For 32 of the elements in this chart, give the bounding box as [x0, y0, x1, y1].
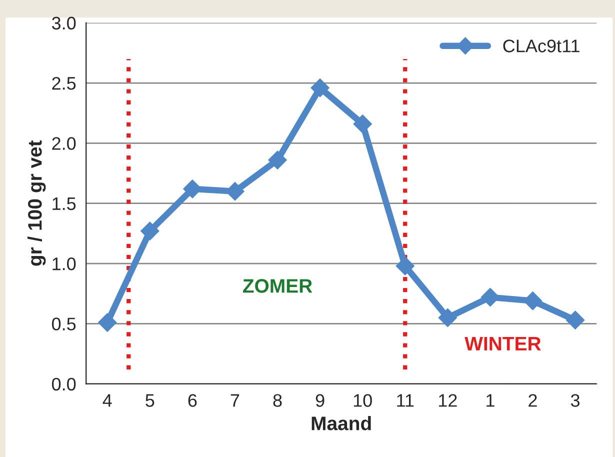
x-tick-label: 1 — [486, 394, 494, 407]
x-tick-label: 4 — [102, 394, 112, 407]
x-tick-label: 2 — [528, 394, 537, 407]
y-tick-label: 3.0 — [52, 16, 76, 30]
annotation: WINTER — [464, 337, 541, 350]
y-tick-label: 1.5 — [52, 197, 76, 210]
y-tick-label: 2.5 — [52, 76, 76, 90]
point — [396, 256, 414, 276]
x-tick-label: 9 — [316, 394, 324, 407]
point — [566, 310, 585, 330]
x-tick-label: 6 — [188, 394, 197, 407]
y-axis-title: gr / 100 gr vet — [28, 140, 46, 266]
point — [140, 222, 160, 240]
point — [268, 150, 287, 170]
annotation: ZOMER — [242, 279, 312, 293]
x-tick-label: 5 — [146, 394, 154, 407]
x-tick-label: 10 — [354, 394, 372, 407]
x-tick-label: 8 — [273, 394, 282, 407]
point — [353, 114, 372, 134]
point — [310, 78, 330, 98]
y-tick-label: 1.0 — [52, 257, 76, 270]
legend-label: CLAc9t11 — [503, 40, 580, 52]
y-tick-label: 0.0 — [52, 378, 76, 391]
x-tick-label: 7 — [230, 394, 240, 407]
point — [98, 313, 117, 332]
y-tick-label: 0.5 — [52, 318, 76, 330]
y-tick-label: 2.0 — [52, 137, 76, 150]
point — [438, 308, 458, 328]
x-axis-title: Maand — [312, 416, 371, 430]
x-tick-label: 11 — [397, 394, 414, 407]
x-tick-label: 3 — [570, 394, 580, 407]
x-tick-label: 12 — [439, 394, 457, 407]
